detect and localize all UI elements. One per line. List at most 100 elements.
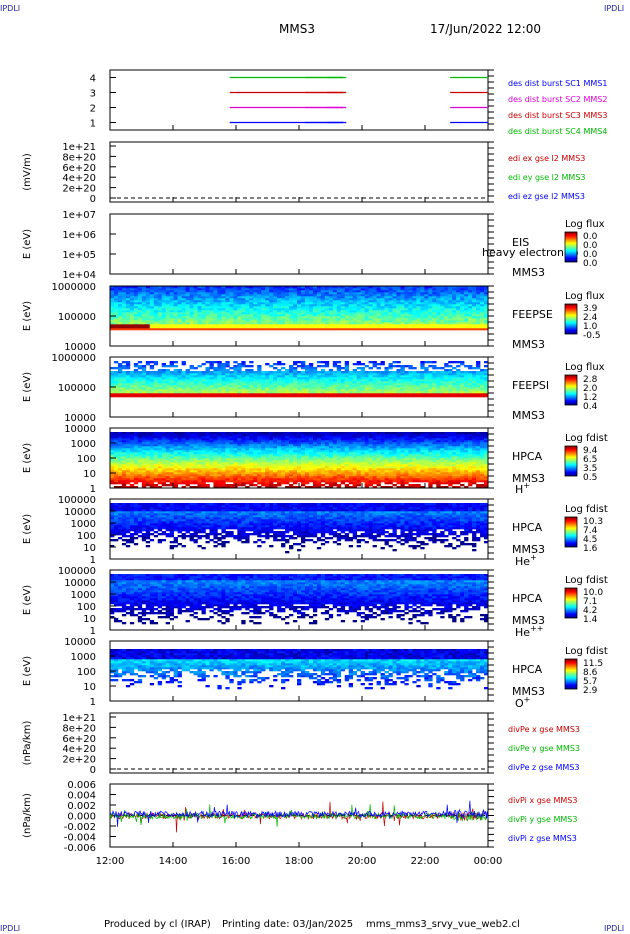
panel-feepsi-cell (448, 381, 453, 384)
panel-feepse-cell (396, 326, 401, 329)
panel-hpca_h-cell (293, 432, 298, 435)
panel-feepse-cell (185, 328, 190, 331)
panel-feepsi-cell (448, 361, 453, 364)
panel-feepse-cell (380, 292, 385, 295)
panel-hpca_h-cell (165, 466, 170, 469)
panel-feepse-cell (436, 298, 441, 301)
panel-hpca_h-cell (193, 454, 198, 457)
panel-hpca_h-cell (237, 478, 242, 481)
panel-feepsi-cell (352, 377, 357, 380)
panel-feepse-cell (364, 304, 369, 307)
panel-feepsi-cell (344, 379, 350, 382)
panel-burst-legend-1: des dist burst SC2 MMS2 (508, 95, 607, 104)
panel-feepse-cell (340, 288, 346, 291)
panel-hpca_h-cell (125, 438, 131, 441)
panel-hpca_h-cell (145, 442, 151, 445)
panel-hpca_h-cell (165, 454, 170, 457)
panel-hpca_h-cell (257, 460, 262, 463)
panel-hpca_h-cell (113, 444, 119, 447)
panel-feepsi-cell (360, 367, 365, 370)
panel-feepsi-cell (257, 371, 262, 374)
panel-feepse-cell (468, 316, 473, 319)
panel-feepsi-cell (404, 375, 409, 378)
panel-feepse-cell (424, 302, 429, 305)
panel-hpca_h-cell (161, 468, 167, 471)
panel-hpca_h-cell (121, 464, 127, 467)
panel-feepse-cell (380, 288, 385, 291)
panel-hpca_h-cell (229, 472, 234, 475)
panel-feepse-cell (464, 294, 469, 297)
panel-hpca_h-cell (113, 434, 119, 437)
panel-feepsi-cell (416, 381, 421, 384)
panel-hpca_h-cell (193, 470, 198, 473)
panel-feepse-cell (436, 312, 441, 315)
panel-hpca_h-cell (129, 446, 135, 449)
panel-feepse-cell (472, 314, 477, 317)
panel-feepse-cell (436, 288, 441, 291)
panel-feepsi-cell (213, 361, 218, 364)
panel-feepse-cell (420, 288, 425, 291)
panel-feepse-cell (201, 308, 206, 311)
panel-feepsi-cell (113, 375, 119, 378)
panel-feepsi-cell (269, 393, 274, 396)
panel-hpca_h-cell (137, 440, 143, 443)
panel-feepse-cell (217, 310, 222, 313)
panel-hpca_h-cell (177, 448, 182, 451)
panel-feepse-cell (193, 292, 198, 295)
panel-hpca_h-cell (257, 438, 262, 441)
panel-feepse-cell (324, 312, 330, 315)
panel-feepse-cell (153, 320, 159, 323)
panel-hpca_h-cell (205, 460, 210, 463)
panel-feepse-cell (269, 322, 274, 325)
panel-feepsi-cell (181, 393, 186, 396)
panel-feepse-cell (297, 320, 302, 323)
panel-hpca_h-cell (189, 434, 194, 437)
panel-feepsi-cell (468, 375, 473, 378)
panel-feepsi-cell (432, 385, 437, 388)
panel-feepsi-cell (328, 385, 334, 388)
panel-feepse-cell (261, 294, 266, 297)
panel-feepsi-cell (464, 375, 469, 378)
panel-feepse-cell (368, 302, 373, 305)
panel-feepsi-cell (277, 369, 282, 372)
panel-feepse-cell (221, 304, 226, 307)
panel-feepsi-cell (448, 373, 453, 376)
panel-feepsi-cell (372, 379, 377, 382)
panel-hpca_h-cell (273, 486, 278, 489)
panel-feepse-cell (181, 316, 186, 319)
panel-feepse-cell (285, 328, 290, 331)
panel-feepse-cell (360, 292, 365, 295)
panel-hpca_h-cell (165, 434, 170, 437)
panel-feepsi-cell (460, 361, 465, 364)
panel-feepsi-cell (400, 367, 405, 370)
panel-feepsi-cell (412, 381, 417, 384)
panel-hpca_h-cell (129, 462, 135, 465)
panel-hpca_h-cell (185, 446, 190, 449)
panel-feepsi-cell (360, 377, 365, 380)
panel-feepsi-colorbar-value-2: 1.2 (583, 393, 597, 403)
panel-feepsi-cell (265, 381, 270, 384)
panel-feepsi-cell (432, 379, 437, 382)
panel-feepse-cell (432, 304, 437, 307)
panel-feepse-cell (452, 328, 457, 331)
panel-feepse-cell (400, 300, 405, 303)
panel-feepse-cell (177, 324, 182, 327)
panel-hpca_h-cell (225, 468, 230, 471)
panel-feepse-cell (352, 308, 357, 311)
panel-feepse-cell (125, 312, 131, 315)
panel-feepsi-cell (185, 369, 190, 372)
panel-feepse-cell (245, 294, 250, 297)
panel-feepsi-cell (452, 387, 457, 390)
panel-feepse-cell (209, 310, 214, 313)
panel-feepse-cell (316, 312, 322, 315)
panel-feepsi-cell (392, 395, 397, 398)
panel-feepsi-cell (316, 361, 322, 364)
panel-feepse-cell (320, 290, 326, 293)
panel-feepse-cell (157, 322, 163, 325)
panel-feepse-cell (468, 318, 473, 321)
panel-feepse-cell (424, 296, 429, 299)
panel-hpca_h-cell (265, 452, 270, 455)
panel-feepse-cell (340, 310, 346, 313)
panel-feepsi-cell (428, 375, 433, 378)
panel-feepse-cell (269, 294, 274, 297)
